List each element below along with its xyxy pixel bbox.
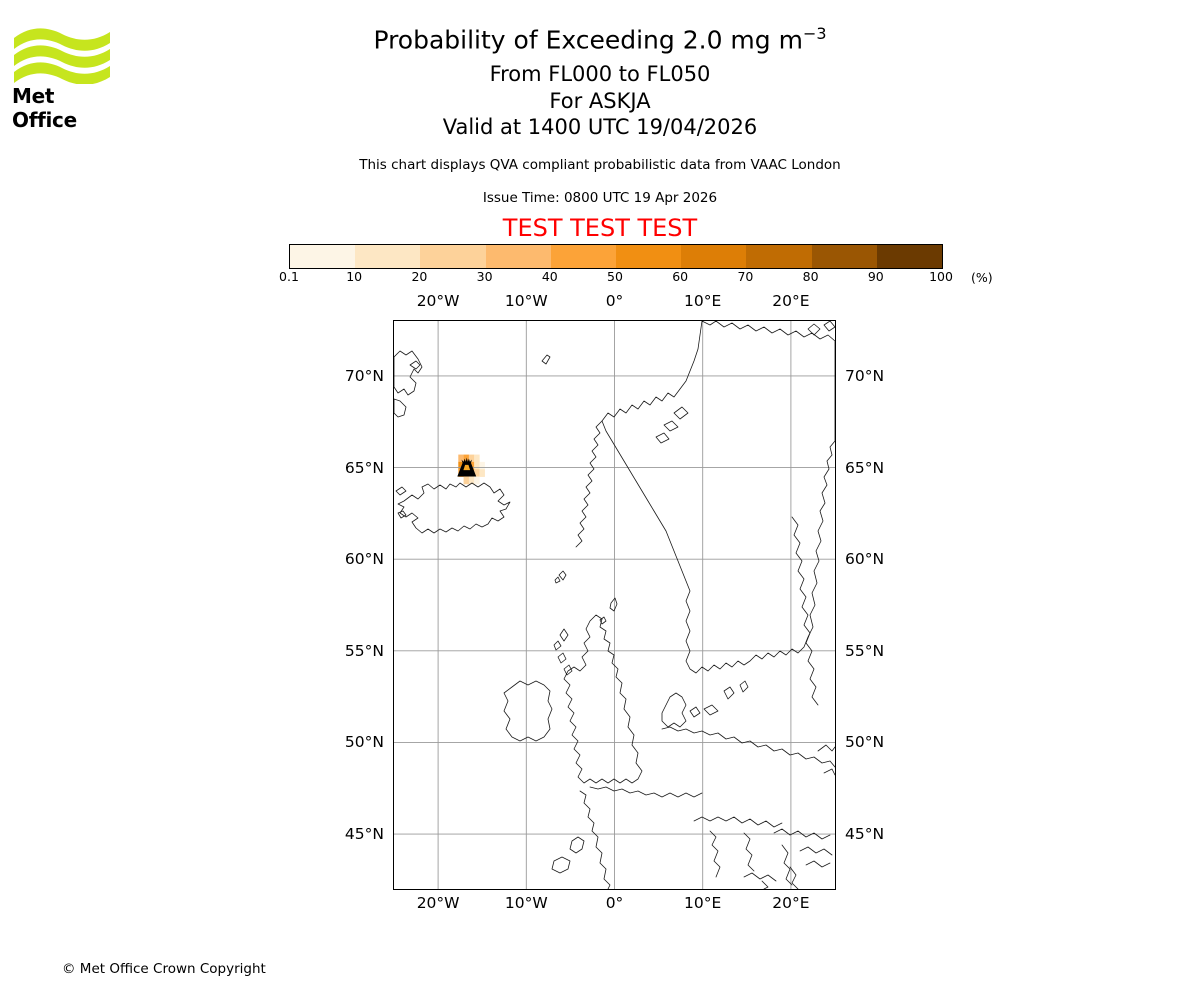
colorbar-segment bbox=[420, 245, 486, 268]
page-title-exponent: −3 bbox=[802, 24, 827, 43]
colorbar-tick-label: 60 bbox=[672, 269, 689, 284]
ash-probability-cell bbox=[479, 461, 485, 470]
colorbar-segment bbox=[746, 245, 812, 268]
page-title: Probability of Exceeding 2.0 mg m−3 bbox=[0, 24, 1200, 54]
test-banner: TEST TEST TEST bbox=[502, 214, 698, 242]
colorbar-tick-label: 0.1 bbox=[279, 269, 299, 284]
ash-probability-cell bbox=[468, 476, 475, 485]
colorbar-tick-label: 70 bbox=[737, 269, 754, 284]
latitude-tick-left: 65°N bbox=[344, 458, 384, 477]
latitude-tick-right: 65°N bbox=[845, 458, 885, 477]
longitude-tick-bottom: 0° bbox=[605, 894, 624, 912]
longitude-tick-bottom: 10°E bbox=[684, 894, 722, 912]
longitude-tick-bottom: 20°E bbox=[772, 894, 810, 912]
colorbar-segment bbox=[681, 245, 747, 268]
coastlines bbox=[394, 321, 835, 889]
graticule-gridlines bbox=[394, 321, 835, 889]
longitude-tick-top: 20°E bbox=[772, 292, 810, 310]
latitude-tick-left: 60°N bbox=[344, 550, 384, 569]
ash-probability-cell bbox=[458, 454, 464, 463]
latitude-tick-left: 55°N bbox=[344, 641, 384, 660]
colorbar-segment bbox=[485, 245, 551, 268]
issue-time: Issue Time: 0800 UTC 19 Apr 2026 bbox=[482, 190, 718, 206]
latitude-tick-left: 45°N bbox=[344, 825, 384, 844]
ash-probability-cell bbox=[474, 476, 480, 485]
longitude-tick-bottom: 10°W bbox=[504, 894, 548, 912]
latitude-tick-right: 55°N bbox=[845, 641, 885, 660]
ash-probability-cell bbox=[463, 454, 470, 463]
colorbar-tick-label: 90 bbox=[867, 269, 884, 284]
colorbar-tick-label: 10 bbox=[346, 269, 363, 284]
colorbar-segment bbox=[355, 245, 421, 268]
latitude-tick-right: 50°N bbox=[845, 733, 885, 752]
colorbar-unit-label: (%) bbox=[971, 270, 993, 285]
latitude-tick-right: 70°N bbox=[845, 366, 885, 385]
colorbar-segment bbox=[811, 245, 877, 268]
colorbar-tick-label: 30 bbox=[476, 269, 493, 284]
met-office-logo: Met Office bbox=[12, 24, 112, 132]
ash-probability-cell bbox=[463, 476, 470, 485]
ash-probability-cell bbox=[458, 461, 464, 470]
colorbar-tick-label: 100 bbox=[929, 269, 953, 284]
probability-colorbar bbox=[289, 244, 943, 269]
ash-probability-cell bbox=[474, 469, 480, 477]
latitude-tick-right: 45°N bbox=[845, 825, 885, 844]
qva-note: This chart displays QVA compliant probab… bbox=[359, 157, 841, 173]
copyright-notice: © Met Office Crown Copyright bbox=[62, 961, 266, 977]
met-office-logo-text: Met Office bbox=[12, 84, 77, 132]
page-title-text: Probability of Exceeding 2.0 mg m bbox=[373, 25, 803, 55]
latitude-tick-left: 70°N bbox=[344, 366, 384, 385]
longitude-tick-top: 0° bbox=[605, 292, 624, 310]
ash-probability-cell bbox=[468, 454, 475, 463]
map-canvas bbox=[394, 321, 835, 889]
flight-level-subtitle: From FL000 to FL050 bbox=[489, 62, 711, 86]
colorbar-tick-label: 40 bbox=[541, 269, 558, 284]
met-office-waves-icon bbox=[14, 28, 110, 84]
longitude-tick-top: 20°W bbox=[416, 292, 460, 310]
longitude-tick-top: 10°E bbox=[684, 292, 722, 310]
ash-probability-cell bbox=[474, 454, 480, 463]
volcano-marker-layer bbox=[457, 457, 477, 477]
colorbar-segment bbox=[616, 245, 682, 268]
longitude-tick-top: 10°W bbox=[504, 292, 548, 310]
longitude-tick-bottom: 20°W bbox=[416, 894, 460, 912]
ash-probability-cell bbox=[479, 469, 485, 477]
colorbar-segment bbox=[876, 245, 943, 268]
colorbar-segment bbox=[290, 245, 356, 268]
latitude-tick-left: 50°N bbox=[344, 733, 384, 752]
colorbar-segment bbox=[550, 245, 617, 268]
colorbar-tick-label: 80 bbox=[802, 269, 819, 284]
volcano-icon bbox=[457, 457, 477, 477]
colorbar-tick-label: 50 bbox=[607, 269, 623, 284]
ash-probability-cell bbox=[474, 461, 480, 470]
volcano-name-subtitle: For ASKJA bbox=[549, 89, 651, 113]
map-panel[interactable] bbox=[393, 320, 836, 890]
latitude-tick-right: 60°N bbox=[845, 550, 885, 569]
colorbar-tick-label: 20 bbox=[411, 269, 428, 284]
valid-time-subtitle: Valid at 1400 UTC 19/04/2026 bbox=[442, 115, 758, 139]
